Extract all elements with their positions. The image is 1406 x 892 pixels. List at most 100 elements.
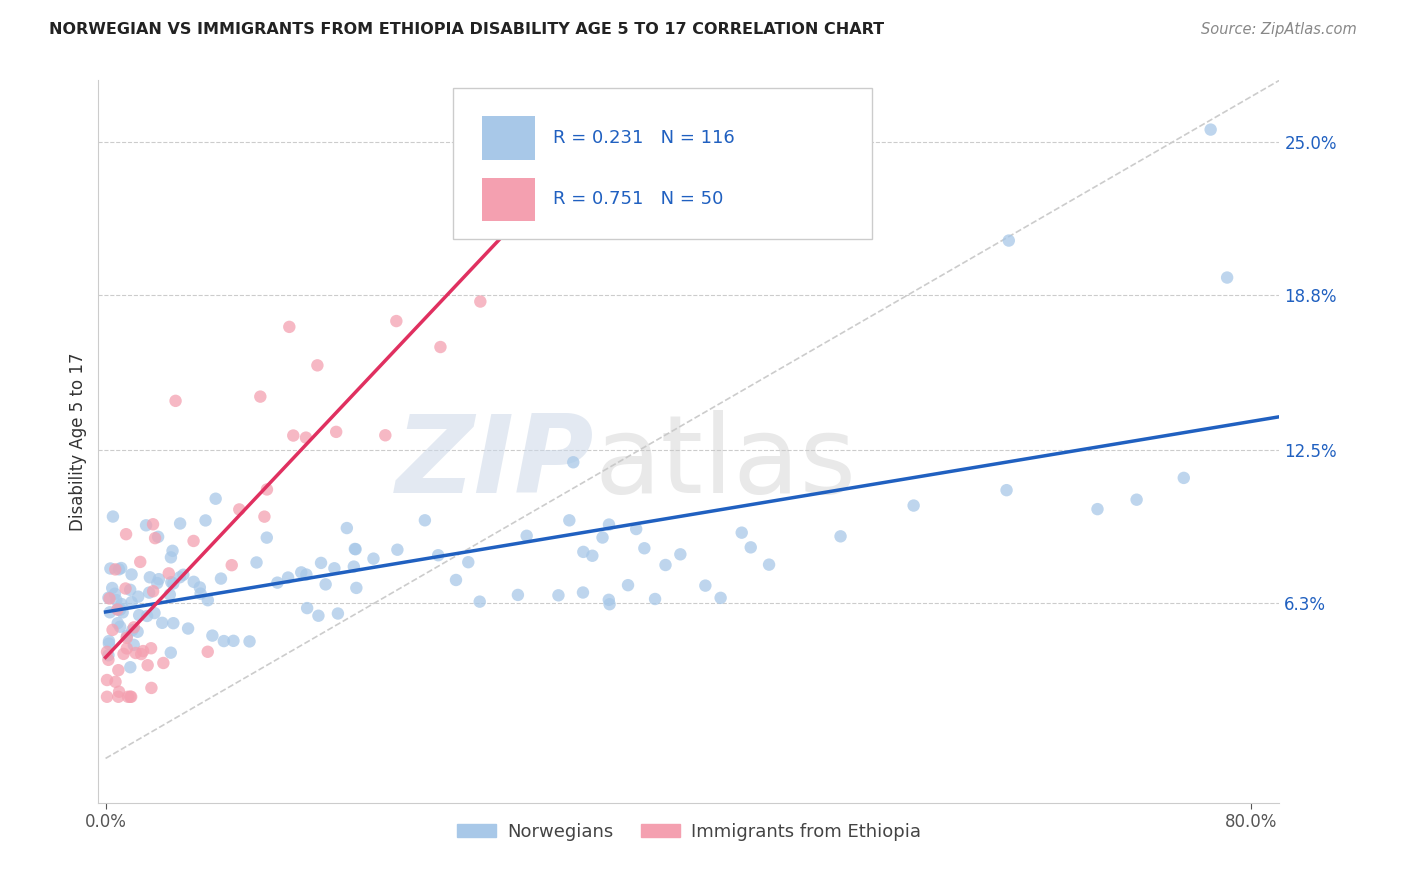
Point bbox=[111, 606, 134, 620]
Point bbox=[150, 615, 173, 630]
Point bbox=[633, 541, 655, 556]
Point bbox=[142, 517, 165, 532]
Point bbox=[1087, 502, 1109, 516]
Point bbox=[624, 522, 647, 536]
Point bbox=[669, 547, 692, 561]
Point bbox=[336, 521, 359, 535]
Point bbox=[326, 607, 349, 621]
Point bbox=[120, 582, 142, 597]
Point bbox=[256, 531, 278, 545]
Point bbox=[572, 585, 595, 599]
Point bbox=[136, 658, 159, 673]
Point bbox=[146, 576, 169, 591]
FancyBboxPatch shape bbox=[453, 87, 872, 239]
Point bbox=[96, 673, 118, 687]
Point bbox=[108, 562, 131, 576]
Point bbox=[188, 581, 211, 595]
Point bbox=[121, 595, 143, 609]
Point bbox=[644, 592, 666, 607]
Point bbox=[183, 533, 205, 548]
Point bbox=[283, 428, 305, 442]
Point bbox=[104, 562, 127, 576]
Point bbox=[121, 623, 143, 637]
Point bbox=[97, 648, 120, 663]
Point bbox=[266, 575, 288, 590]
Point bbox=[212, 634, 235, 648]
Point bbox=[162, 616, 184, 631]
Point bbox=[506, 588, 529, 602]
Point bbox=[139, 570, 162, 584]
Point bbox=[599, 597, 621, 611]
Point bbox=[997, 234, 1019, 248]
Point bbox=[104, 674, 127, 689]
Point bbox=[146, 530, 169, 544]
Point bbox=[121, 567, 143, 582]
Point bbox=[177, 622, 200, 636]
Point bbox=[107, 616, 129, 631]
Point bbox=[110, 561, 132, 575]
Point bbox=[228, 502, 250, 516]
Bar bbox=[482, 178, 536, 221]
Point bbox=[139, 641, 162, 656]
Point bbox=[221, 558, 243, 573]
Point bbox=[127, 590, 149, 604]
Point bbox=[344, 581, 367, 595]
Point bbox=[98, 605, 121, 619]
Point bbox=[197, 593, 219, 607]
Point bbox=[101, 581, 124, 595]
Point bbox=[387, 542, 409, 557]
Text: atlas: atlas bbox=[595, 410, 856, 516]
Point bbox=[152, 656, 174, 670]
Point bbox=[758, 558, 780, 572]
Text: ZIP: ZIP bbox=[396, 410, 595, 516]
Point bbox=[115, 629, 138, 643]
Point bbox=[197, 645, 219, 659]
Point bbox=[654, 558, 676, 572]
Point bbox=[277, 570, 299, 584]
Point bbox=[470, 294, 492, 309]
Point bbox=[117, 690, 139, 704]
Point bbox=[138, 585, 160, 599]
Point bbox=[162, 576, 184, 591]
Point bbox=[457, 555, 479, 569]
Point bbox=[114, 582, 136, 596]
Point bbox=[142, 584, 165, 599]
Point bbox=[290, 566, 312, 580]
Point bbox=[143, 606, 166, 620]
Point bbox=[1199, 122, 1222, 136]
Point bbox=[238, 634, 260, 648]
Point bbox=[108, 684, 131, 698]
Point bbox=[295, 567, 318, 582]
Bar bbox=[482, 117, 536, 160]
Point bbox=[132, 644, 155, 658]
Point bbox=[96, 690, 118, 704]
Point bbox=[96, 645, 118, 659]
Point bbox=[115, 631, 138, 645]
Y-axis label: Disability Age 5 to 17: Disability Age 5 to 17 bbox=[69, 352, 87, 531]
Point bbox=[374, 428, 396, 442]
Point bbox=[516, 529, 538, 543]
Point bbox=[598, 592, 620, 607]
Point bbox=[97, 591, 120, 605]
Point bbox=[159, 588, 181, 602]
Point bbox=[307, 608, 329, 623]
Point bbox=[190, 587, 212, 601]
Point bbox=[160, 575, 183, 590]
Point bbox=[204, 491, 226, 506]
Point bbox=[97, 653, 120, 667]
Point bbox=[169, 516, 191, 531]
Point bbox=[209, 572, 232, 586]
Point bbox=[325, 425, 347, 439]
Point bbox=[129, 555, 152, 569]
Point bbox=[581, 549, 603, 563]
Point bbox=[100, 561, 122, 575]
Point bbox=[444, 573, 467, 587]
Point bbox=[429, 340, 451, 354]
Point bbox=[222, 633, 245, 648]
Point bbox=[97, 637, 120, 651]
Point bbox=[245, 556, 267, 570]
Point bbox=[1125, 492, 1147, 507]
Point bbox=[592, 531, 614, 545]
Point bbox=[547, 588, 569, 602]
Point bbox=[253, 509, 276, 524]
